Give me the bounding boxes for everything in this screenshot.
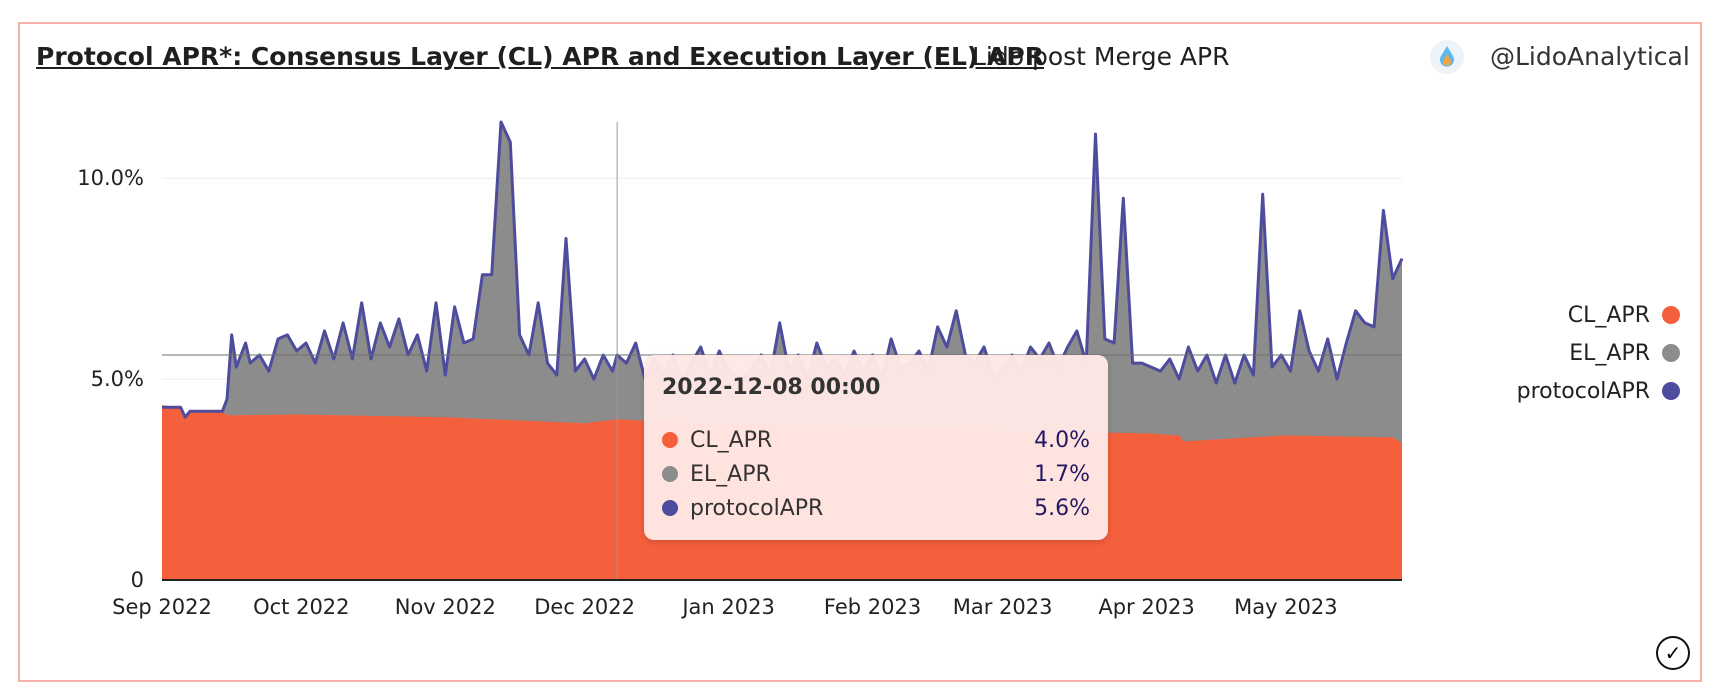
tooltip-date: 2022-12-08 00:00 bbox=[662, 375, 881, 400]
x-tick-label: Oct 2022 bbox=[253, 595, 349, 619]
x-tick-label: Apr 2023 bbox=[1098, 595, 1194, 619]
lido-logo-icon bbox=[1430, 40, 1464, 74]
x-tick-label: Sep 2022 bbox=[112, 595, 212, 619]
legend-item-el[interactable]: EL_APR bbox=[1569, 338, 1680, 368]
x-tick-label: Jan 2023 bbox=[680, 595, 775, 619]
legend-dot-protocol bbox=[1662, 382, 1680, 400]
legend-label: protocolAPR bbox=[1516, 378, 1650, 404]
chart-title[interactable]: Protocol APR*: Consensus Layer (CL) APR … bbox=[36, 42, 1044, 71]
tooltip-row-cl: CL_APR 4.0% bbox=[662, 425, 1090, 455]
check-icon[interactable]: ✓ bbox=[1656, 636, 1690, 670]
legend-dot-el bbox=[1662, 344, 1680, 362]
x-tick-label: Feb 2023 bbox=[824, 595, 921, 619]
legend-dot-cl bbox=[1662, 306, 1680, 324]
legend-item-protocol[interactable]: protocolAPR bbox=[1517, 376, 1680, 406]
legend-label: CL_APR bbox=[1567, 302, 1650, 328]
tooltip-label: CL_APR bbox=[690, 427, 773, 453]
x-tick-label: Nov 2022 bbox=[395, 595, 496, 619]
y-tick-label: 5.0% bbox=[91, 367, 144, 391]
hover-tooltip: 2022-12-08 00:00 CL_APR 4.0% EL_APR 1.7%… bbox=[644, 355, 1108, 540]
tooltip-row-el: EL_APR 1.7% bbox=[662, 459, 1090, 489]
tooltip-dot bbox=[662, 432, 678, 448]
tooltip-value: 4.0% bbox=[1034, 427, 1090, 453]
legend-item-cl[interactable]: CL_APR bbox=[1568, 300, 1680, 330]
tooltip-row-protocol: protocolAPR 5.6% bbox=[662, 493, 1090, 523]
y-tick-label: 10.0% bbox=[77, 166, 144, 190]
x-tick-label: Mar 2023 bbox=[953, 595, 1053, 619]
legend-label: EL_APR bbox=[1569, 340, 1650, 366]
x-tick-label: May 2023 bbox=[1234, 595, 1338, 619]
y-tick-label: 0 bbox=[131, 568, 144, 592]
tooltip-label: EL_APR bbox=[690, 461, 771, 487]
tooltip-label: protocolAPR bbox=[690, 495, 824, 521]
author-handle[interactable]: @LidoAnalytical bbox=[1490, 42, 1690, 71]
protocol-apr-line bbox=[162, 120, 1404, 419]
x-tick-label: Dec 2022 bbox=[534, 595, 635, 619]
chart-subtitle: Lido post Merge APR bbox=[972, 42, 1230, 71]
tooltip-value: 5.6% bbox=[1034, 495, 1090, 521]
tooltip-dot bbox=[662, 466, 678, 482]
tooltip-dot bbox=[662, 500, 678, 516]
tooltip-value: 1.7% bbox=[1034, 461, 1090, 487]
